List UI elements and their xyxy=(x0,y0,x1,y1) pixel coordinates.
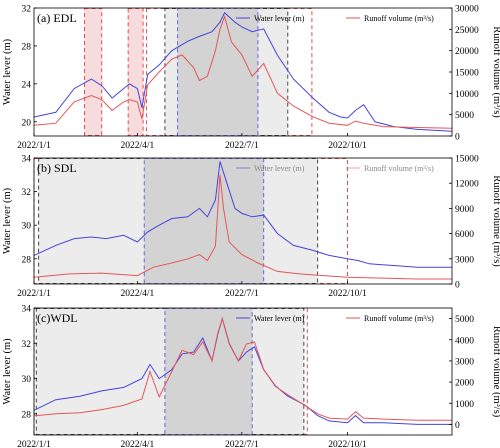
panel-label: (a) EDL xyxy=(37,11,77,25)
y-tick-label: 28 xyxy=(22,410,32,420)
chart-panel-3: 28 30 32 34 0 1000 2000 3000 4000 5000 2022/1/1 202… xyxy=(2,305,500,448)
x-tick-label: 2022/10/1 xyxy=(328,289,367,299)
y-tick-label: 28 xyxy=(22,255,32,265)
y2-tick-label: 0 xyxy=(455,421,460,431)
y2-tick-label: 4000 xyxy=(455,336,474,346)
y-tick-label: 32 xyxy=(22,5,32,15)
legend-label: Runoff volume (m³/s) xyxy=(364,164,434,173)
y2-tick-label: 9000 xyxy=(455,205,474,215)
x-tick-label: 2022/7/1 xyxy=(225,141,259,151)
y2-axis-label: Runoff volume (m³/s) xyxy=(491,26,500,118)
y2-tick-label: 15000 xyxy=(455,69,479,79)
y-tick-label: 20 xyxy=(22,118,32,128)
shaded-period-3 xyxy=(143,158,265,284)
y2-tick-label: 20000 xyxy=(455,47,479,57)
y-tick-label: 30 xyxy=(22,222,32,232)
y2-tick-label: 0 xyxy=(455,133,460,143)
y-tick-label: 34 xyxy=(22,155,32,165)
y-axis-label: Water lever (m) xyxy=(2,338,13,405)
plot-frame xyxy=(33,307,453,436)
y2-tick-label: 6000 xyxy=(455,230,474,240)
y2-tick-label: 1000 xyxy=(455,400,474,410)
y2-tick-label: 0 xyxy=(455,281,460,291)
x-tick-label: 2022/10/1 xyxy=(328,141,367,151)
y2-tick-label: 15000 xyxy=(455,155,479,165)
panel-label: (c)WDL xyxy=(37,311,78,325)
x-tick-label: 2022/10/1 xyxy=(328,440,367,448)
runoff-line xyxy=(34,174,452,280)
y2-tick-label: 3000 xyxy=(455,357,474,367)
chart-panel-2: 28 30 32 34 0 3000 6000 9000 12000 15000 2022/1/1 2… xyxy=(2,155,500,300)
shaded-period-3 xyxy=(164,308,253,435)
water-level-line xyxy=(34,161,452,268)
y-tick-label: 24 xyxy=(22,80,32,90)
y-axis-label: Water lever (m) xyxy=(2,187,13,254)
shaded-period-3 xyxy=(146,8,313,136)
panel-label: (b) SDL xyxy=(37,161,77,175)
legend-label: Water lever (m) xyxy=(254,14,305,23)
y2-tick-label: 5000 xyxy=(455,315,474,325)
legend-label: Runoff volume (m³/s) xyxy=(364,314,434,323)
y2-axis-label: Runoff volume (m³/s) xyxy=(491,326,500,418)
shaded-period-5 xyxy=(177,8,259,136)
runoff-line xyxy=(34,316,452,421)
y-axis-label: Water lever (m) xyxy=(2,38,13,105)
x-tick-label: 2022/4/1 xyxy=(120,141,154,151)
x-tick-label: 2022/4/1 xyxy=(120,440,154,448)
plot-frame xyxy=(33,157,453,285)
y-tick-label: 30 xyxy=(22,375,32,385)
shaded-period-2 xyxy=(127,8,144,136)
runoff-line xyxy=(34,14,452,129)
shaded-period-1 xyxy=(84,8,103,136)
y-tick-label: 28 xyxy=(22,42,32,52)
y2-axis-label: Runoff volume (m³/s) xyxy=(491,175,500,267)
y2-tick-label: 30000 xyxy=(455,5,479,15)
x-tick-label: 2022/7/1 xyxy=(225,440,259,448)
y2-tick-label: 3000 xyxy=(455,255,474,265)
chart-panel-1: 20 24 28 32 0 5000 10000 15000 20000 25000 30000 20… xyxy=(2,5,500,152)
legend-label: Runoff volume (m³/s) xyxy=(364,14,434,23)
y2-tick-label: 10000 xyxy=(455,90,479,100)
y-tick-label: 34 xyxy=(22,305,32,315)
legend-label: Water lever (m) xyxy=(254,164,305,173)
x-tick-label: 2022/1/1 xyxy=(17,440,51,448)
y2-tick-label: 25000 xyxy=(455,26,479,36)
x-tick-label: 2022/4/1 xyxy=(120,289,154,299)
legend-label: Water lever (m) xyxy=(254,314,305,323)
water-level-line xyxy=(34,11,452,132)
x-tick-label: 2022/1/1 xyxy=(17,141,51,151)
x-tick-label: 2022/1/1 xyxy=(17,289,51,299)
y-tick-label: 32 xyxy=(22,340,32,350)
y2-tick-label: 5000 xyxy=(455,111,474,121)
y2-tick-label: 12000 xyxy=(455,180,479,190)
y2-tick-label: 2000 xyxy=(455,379,474,389)
x-tick-label: 2022/7/1 xyxy=(225,289,259,299)
y-tick-label: 32 xyxy=(22,188,32,198)
